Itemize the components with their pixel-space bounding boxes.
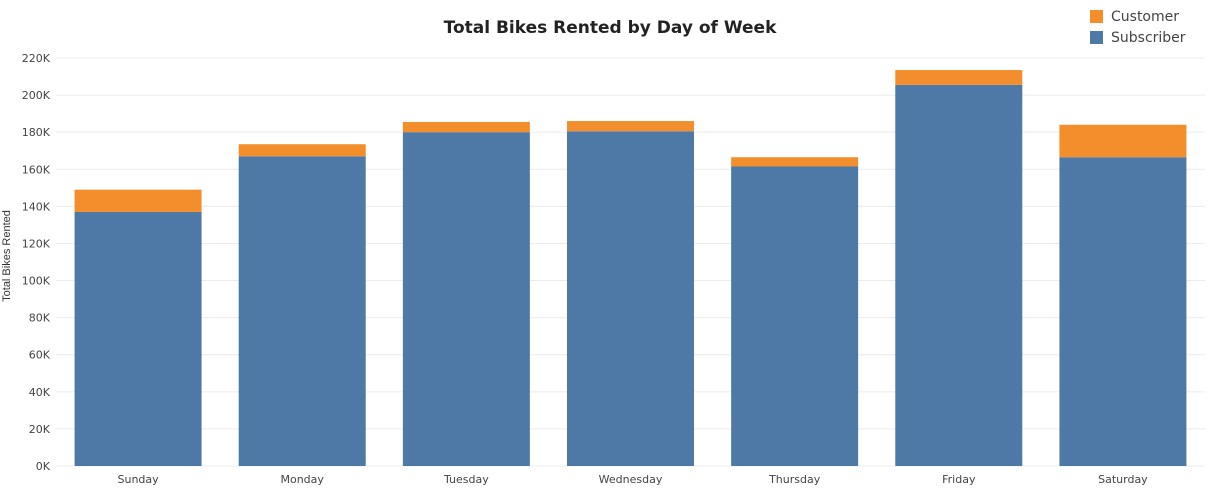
bar-customer-monday[interactable] bbox=[238, 144, 366, 157]
bar-subscriber-wednesday[interactable] bbox=[567, 131, 694, 466]
x-tick-label: Thursday bbox=[768, 473, 821, 486]
y-tick-label: 80K bbox=[29, 312, 51, 325]
legend-label-customer: Customer bbox=[1111, 8, 1180, 25]
legend-item-subscriber[interactable]: Subscriber bbox=[1090, 27, 1186, 48]
x-tick-label: Wednesday bbox=[599, 473, 663, 486]
bar-customer-friday[interactable] bbox=[895, 70, 1023, 85]
bar-subscriber-saturday[interactable] bbox=[1059, 157, 1187, 466]
y-tick-label: 140K bbox=[22, 200, 51, 213]
bar-customer-tuesday[interactable] bbox=[402, 121, 530, 133]
y-tick-label: 20K bbox=[29, 423, 51, 436]
bar-subscriber-friday[interactable] bbox=[895, 84, 1023, 467]
bar-customer-thursday[interactable] bbox=[731, 157, 859, 167]
x-tick-label: Saturday bbox=[1098, 473, 1148, 486]
bar-customer-sunday[interactable] bbox=[74, 189, 202, 212]
chart-title: Total Bikes Rented by Day of Week bbox=[443, 18, 777, 38]
y-tick-label: 120K bbox=[22, 237, 51, 250]
legend-item-customer[interactable]: Customer bbox=[1090, 6, 1186, 27]
y-tick-label: 60K bbox=[29, 349, 51, 362]
bar-subscriber-tuesday[interactable] bbox=[402, 132, 530, 466]
legend-label-subscriber: Subscriber bbox=[1111, 29, 1186, 46]
y-tick-label: 160K bbox=[22, 163, 51, 176]
x-tick-label: Tuesday bbox=[443, 473, 489, 486]
bar-customer-wednesday[interactable] bbox=[567, 121, 694, 132]
x-tick-label: Monday bbox=[280, 473, 324, 486]
y-tick-label: 40K bbox=[29, 386, 51, 399]
x-tick-label: Sunday bbox=[117, 473, 159, 486]
y-tick-label: 100K bbox=[22, 275, 51, 288]
bar-subscriber-sunday[interactable] bbox=[74, 211, 202, 466]
y-tick-label: 220K bbox=[22, 52, 51, 65]
legend-swatch-subscriber bbox=[1090, 31, 1103, 44]
y-tick-label: 200K bbox=[22, 89, 51, 102]
x-tick-label: Friday bbox=[942, 473, 976, 486]
bar-subscriber-thursday[interactable] bbox=[731, 166, 859, 466]
bar-customer-saturday[interactable] bbox=[1059, 124, 1187, 158]
legend-swatch-customer bbox=[1090, 10, 1103, 23]
y-tick-label: 0K bbox=[36, 460, 51, 473]
legend: Customer Subscriber bbox=[1090, 6, 1186, 48]
y-tick-label: 180K bbox=[22, 126, 51, 139]
bar-subscriber-monday[interactable] bbox=[238, 156, 366, 467]
